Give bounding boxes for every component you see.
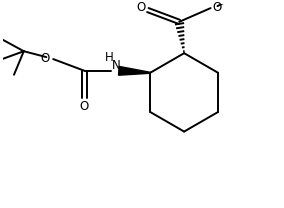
Text: N: N [112, 59, 120, 72]
Text: O: O [213, 1, 222, 14]
Polygon shape [118, 66, 150, 75]
Text: H: H [105, 51, 113, 64]
Text: O: O [41, 52, 50, 64]
Text: O: O [79, 100, 88, 113]
Text: O: O [136, 1, 146, 14]
